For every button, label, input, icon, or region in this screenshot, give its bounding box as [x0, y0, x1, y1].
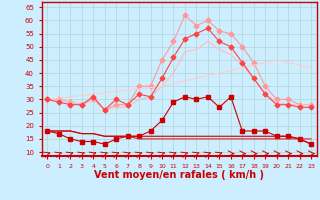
X-axis label: Vent moyen/en rafales ( km/h ): Vent moyen/en rafales ( km/h ): [94, 170, 264, 180]
